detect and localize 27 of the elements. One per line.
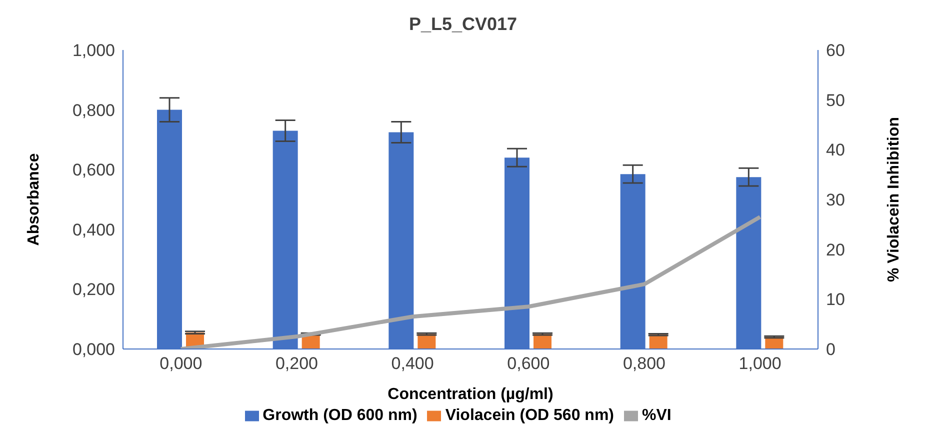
x-tick-label: 0,000 xyxy=(160,354,202,374)
y-tick-label: 0,800 xyxy=(72,100,115,120)
legend-label: Violacein (OD 560 nm) xyxy=(445,407,614,424)
legend-label: Growth (OD 600 nm) xyxy=(262,407,418,424)
y2-axis-title: % Violacein Inhibition xyxy=(886,116,903,282)
x-tick-label: 1,000 xyxy=(738,354,782,374)
y-axis-title: Absorbance xyxy=(26,153,43,246)
x-axis-title: Concentration (µg/ml) xyxy=(388,386,554,403)
x-tick-label: 0,600 xyxy=(507,354,550,374)
y-tick-label: 0,400 xyxy=(72,220,115,240)
line-series xyxy=(178,214,762,349)
legend-label: %VI xyxy=(642,407,672,424)
x-tick-label: 0,400 xyxy=(391,354,434,374)
y2-tick-label: 60 xyxy=(826,41,845,60)
x-tick-label: 0,200 xyxy=(275,354,318,374)
x-tick-label: 0,800 xyxy=(622,354,666,374)
y2-tick-label: 0 xyxy=(826,340,836,360)
y2-tick-label: 50 xyxy=(826,90,845,110)
y-tick-label: 1,000 xyxy=(72,41,115,60)
y2-tick-label: 40 xyxy=(826,140,845,160)
y-tick-label: 0,000 xyxy=(72,340,115,360)
chart-title: P_L5_CV017 xyxy=(408,13,518,35)
y2-tick-label: 20 xyxy=(826,240,845,260)
y-tick-label: 0,200 xyxy=(72,280,115,300)
y2-tick-label: 30 xyxy=(826,190,845,210)
y-tick-label: 0,600 xyxy=(72,160,115,180)
y2-tick-label: 10 xyxy=(826,290,845,310)
